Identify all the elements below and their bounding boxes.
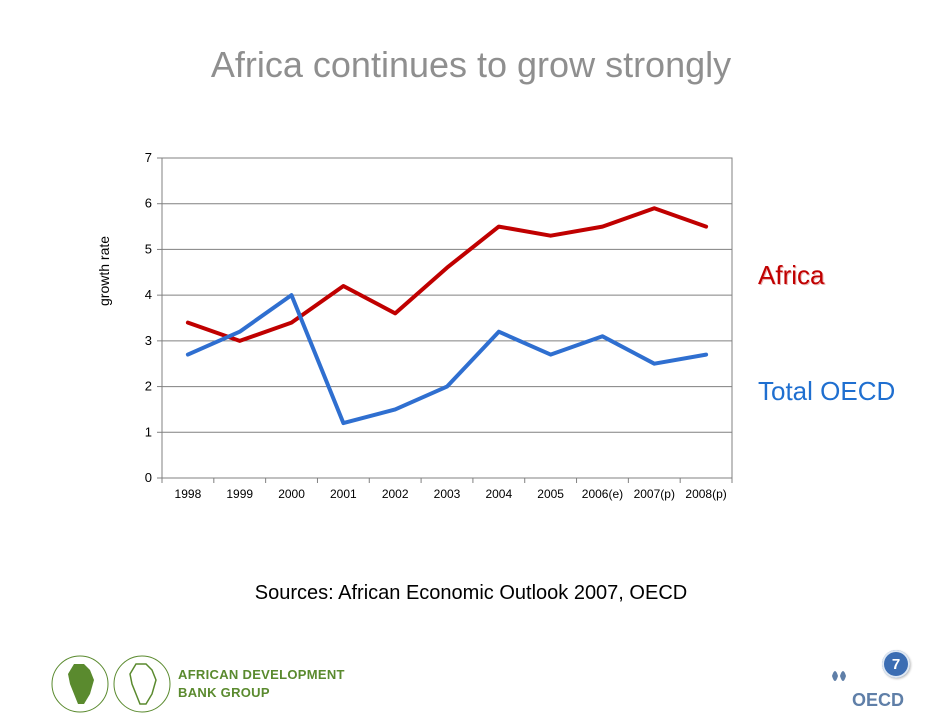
svg-text:2006(e): 2006(e) <box>582 487 623 501</box>
page-number-badge: 7 <box>882 650 910 678</box>
afdb-logo-block: AFRICAN DEVELOPMENT BANK GROUP <box>50 654 345 714</box>
svg-text:1999: 1999 <box>226 487 253 501</box>
svg-text:3: 3 <box>145 333 152 348</box>
svg-text:7: 7 <box>145 150 152 165</box>
slide-title: Africa continues to grow strongly <box>0 44 942 86</box>
svg-text:2003: 2003 <box>434 487 461 501</box>
svg-text:0: 0 <box>145 470 152 485</box>
africa-map-outline-icon <box>112 654 172 714</box>
svg-text:4: 4 <box>145 287 152 302</box>
svg-text:2008(p): 2008(p) <box>685 487 726 501</box>
svg-text:2004: 2004 <box>485 487 512 501</box>
oecd-logo-text: OECD <box>852 690 904 710</box>
svg-text:2007(p): 2007(p) <box>634 487 675 501</box>
oecd-logo-block: 7 OECD <box>828 648 914 714</box>
y-axis-label: growth rate <box>96 236 112 306</box>
legend-label-africa: Africa <box>758 260 824 291</box>
footer: AFRICAN DEVELOPMENT BANK GROUP 7 OECD <box>0 632 942 728</box>
svg-text:2001: 2001 <box>330 487 357 501</box>
afdb-text-line1: AFRICAN DEVELOPMENT <box>178 667 345 682</box>
svg-text:1: 1 <box>145 424 152 439</box>
afdb-text-line2: BANK GROUP <box>178 685 270 700</box>
legend-label-oecd: Total OECD <box>758 376 895 407</box>
svg-text:2000: 2000 <box>278 487 305 501</box>
svg-text:2005: 2005 <box>537 487 564 501</box>
svg-text:2: 2 <box>145 379 152 394</box>
africa-map-icon <box>50 654 110 714</box>
afdb-text: AFRICAN DEVELOPMENT BANK GROUP <box>178 666 345 701</box>
svg-text:5: 5 <box>145 241 152 256</box>
svg-text:2002: 2002 <box>382 487 409 501</box>
svg-text:6: 6 <box>145 196 152 211</box>
chart-svg: 0 1 2 3 4 5 6 7 1998 1999 2000 2001 2002 2003 2004 2005… <box>120 150 740 510</box>
growth-rate-chart: 0 1 2 3 4 5 6 7 1998 1999 2000 2001 2002 2003 2004 2005… <box>120 150 740 510</box>
sources-text: Sources: African Economic Outlook 2007, … <box>0 582 942 605</box>
svg-text:1998: 1998 <box>175 487 202 501</box>
